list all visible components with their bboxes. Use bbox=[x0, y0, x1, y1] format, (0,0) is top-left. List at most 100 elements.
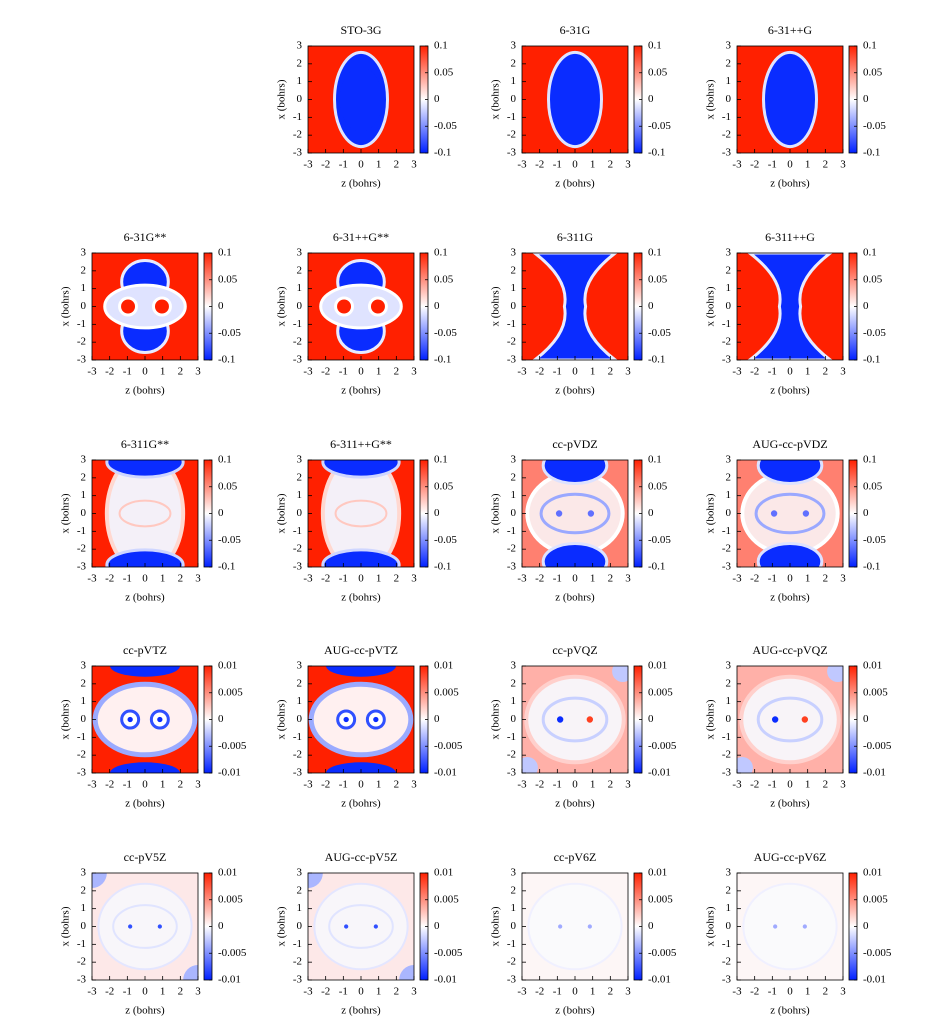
colorbar-tick-label: 0.01 bbox=[863, 660, 882, 672]
y-tick-label: 0 bbox=[726, 507, 732, 519]
y-tick-label: 0 bbox=[726, 920, 732, 932]
y-tick-label: -1 bbox=[722, 525, 731, 537]
y-tick-label: 2 bbox=[297, 884, 303, 896]
field-shape bbox=[768, 67, 812, 132]
y-tick-label: 3 bbox=[297, 247, 303, 259]
x-tick-label: -3 bbox=[732, 779, 742, 791]
heatmap bbox=[737, 460, 843, 567]
colorbar-tick-label: -0.01 bbox=[648, 974, 671, 986]
x-tick-label: 0 bbox=[787, 779, 793, 791]
x-tick-label: 3 bbox=[411, 573, 417, 585]
field-shape bbox=[118, 296, 139, 317]
field-shape bbox=[827, 666, 843, 683]
y-tick-label: 0 bbox=[511, 920, 517, 932]
y-tick-label: 3 bbox=[511, 867, 517, 879]
heatmap bbox=[522, 460, 628, 567]
colorbar-tick-label: 0.05 bbox=[434, 66, 454, 78]
x-tick-label: 2 bbox=[394, 366, 400, 378]
y-tick-label: 2 bbox=[81, 884, 87, 896]
x-tick-label: -2 bbox=[535, 159, 544, 171]
x-tick-label: -3 bbox=[87, 779, 97, 791]
panel-title: AUG-cc-pV5Z bbox=[325, 850, 398, 864]
y-tick-label: -3 bbox=[507, 354, 517, 366]
y-tick-label: 3 bbox=[726, 454, 732, 466]
x-axis-label: z (bohrs) bbox=[770, 385, 810, 397]
y-tick-label: -2 bbox=[77, 543, 86, 555]
x-tick-label: 1 bbox=[805, 986, 811, 998]
y-tick-label: 1 bbox=[726, 75, 732, 87]
heatmap bbox=[308, 460, 414, 567]
field-shape bbox=[802, 510, 810, 517]
y-tick-label: -1 bbox=[293, 938, 302, 950]
x-tick-label: 3 bbox=[840, 986, 846, 998]
field-shape bbox=[92, 681, 198, 758]
x-tick-label: 3 bbox=[411, 779, 417, 791]
x-tick-label: -1 bbox=[553, 573, 562, 585]
y-axis-label: x (bohrs) bbox=[705, 906, 717, 946]
colorbar-tick-label: -0.005 bbox=[863, 947, 892, 959]
x-tick-label: 1 bbox=[590, 573, 596, 585]
field-shape bbox=[756, 541, 824, 567]
y-tick-label: 0 bbox=[726, 300, 732, 312]
y-tick-label: 0 bbox=[297, 507, 303, 519]
y-tick-label: 0 bbox=[511, 300, 517, 312]
x-tick-label: -2 bbox=[321, 159, 330, 171]
colorbar-tick-label: -0.01 bbox=[434, 767, 457, 779]
panel-title: STO-3G bbox=[340, 23, 381, 37]
colorbar-tick-label: 0 bbox=[648, 93, 654, 105]
y-tick-label: -1 bbox=[77, 318, 86, 330]
x-axis-label: z (bohrs) bbox=[555, 798, 595, 810]
y-tick-label: 1 bbox=[81, 695, 87, 707]
y-tick-label: 1 bbox=[81, 902, 87, 914]
colorbar-tick-label: 0 bbox=[863, 300, 869, 312]
x-tick-label: -1 bbox=[768, 986, 777, 998]
y-tick-label: 1 bbox=[511, 695, 517, 707]
x-tick-label: 0 bbox=[358, 779, 364, 791]
colorbar-tick-label: 0.005 bbox=[863, 686, 888, 698]
colorbar-tick-label: 0.1 bbox=[434, 454, 448, 466]
panel-title: 6-31G** bbox=[124, 230, 167, 244]
colorbar-tick-label: 0 bbox=[648, 920, 654, 932]
field-shape bbox=[742, 882, 838, 971]
colorbar-tick-label: -0.005 bbox=[218, 947, 247, 959]
colorbar-tick-label: -0.005 bbox=[434, 740, 463, 752]
y-tick-label: -1 bbox=[507, 525, 516, 537]
y-tick-label: 3 bbox=[726, 867, 732, 879]
y-tick-label: 3 bbox=[81, 454, 87, 466]
colorbar-tick-label: 0.1 bbox=[863, 247, 877, 259]
x-tick-label: -3 bbox=[303, 366, 313, 378]
field-shape bbox=[801, 716, 809, 723]
y-tick-label: 0 bbox=[81, 920, 87, 932]
colorbar-tick-label: -0.01 bbox=[863, 767, 886, 779]
y-axis-label: x (bohrs) bbox=[276, 286, 288, 326]
y-tick-label: -3 bbox=[77, 974, 87, 986]
y-tick-label: -3 bbox=[722, 767, 732, 779]
x-tick-label: -2 bbox=[321, 986, 330, 998]
y-tick-label: 2 bbox=[511, 471, 517, 483]
field-shape bbox=[313, 882, 409, 971]
panel-title: 6-311++G** bbox=[330, 437, 392, 451]
y-tick-label: 2 bbox=[81, 471, 87, 483]
colorbar-tick-label: 0.005 bbox=[648, 893, 673, 905]
panel-title: AUG-cc-pVQZ bbox=[752, 643, 827, 657]
x-tick-label: -2 bbox=[535, 986, 544, 998]
x-tick-label: 0 bbox=[572, 366, 578, 378]
x-tick-label: -3 bbox=[517, 159, 527, 171]
field-shape bbox=[328, 904, 394, 949]
y-tick-label: -3 bbox=[293, 767, 303, 779]
colorbar-tick-label: -0.05 bbox=[648, 120, 671, 132]
colorbar-tick-label: -0.1 bbox=[863, 561, 880, 573]
colorbar-tick-label: -0.05 bbox=[863, 327, 886, 339]
x-tick-label: -2 bbox=[750, 159, 759, 171]
y-tick-label: 0 bbox=[297, 713, 303, 725]
field-shape bbox=[737, 756, 753, 773]
y-tick-label: 1 bbox=[511, 902, 517, 914]
colorbar-tick-label: 0 bbox=[434, 93, 440, 105]
colorbar-tick-label: 0.05 bbox=[434, 480, 454, 492]
heatmap bbox=[522, 873, 628, 980]
